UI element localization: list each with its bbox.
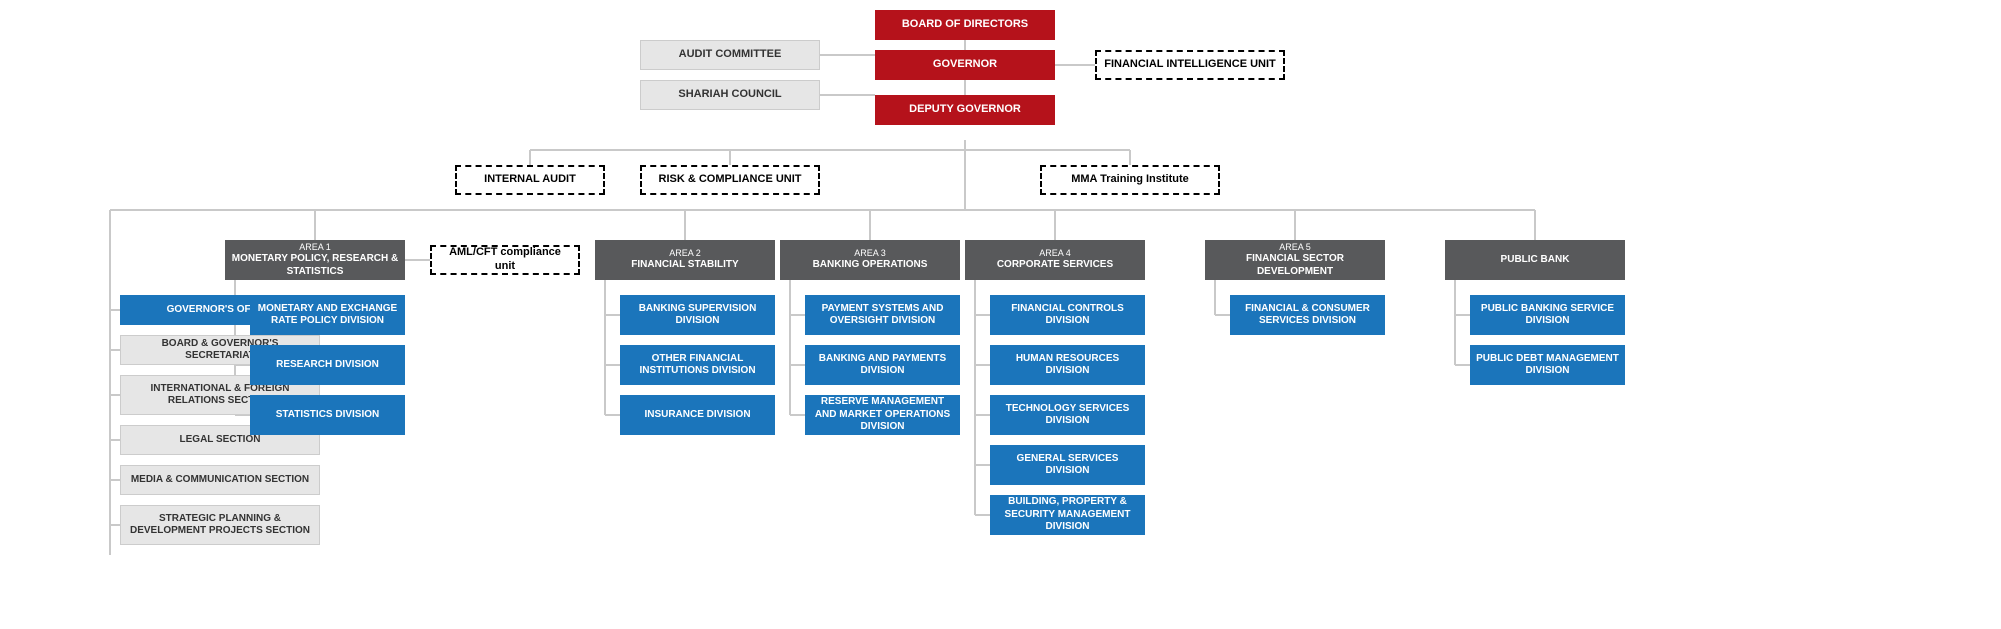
financial-intelligence-unit: FINANCIAL INTELLIGENCE UNIT xyxy=(1095,50,1285,80)
division-box: STATISTICS DIVISION xyxy=(250,395,405,435)
board-of-directors: BOARD OF DIRECTORS xyxy=(875,10,1055,40)
division-box: MONETARY AND EXCHANGE RATE POLICY DIVISI… xyxy=(250,295,405,335)
area-code: AREA 4 xyxy=(1039,248,1071,259)
area-header: AREA 2FINANCIAL STABILITY xyxy=(595,240,775,280)
division-box: RESEARCH DIVISION xyxy=(250,345,405,385)
area-name: PUBLIC BANK xyxy=(1501,254,1570,267)
audit-committee: AUDIT COMMITTEE xyxy=(640,40,820,70)
governor: GOVERNOR xyxy=(875,50,1055,80)
area-header: AREA 4CORPORATE SERVICES xyxy=(965,240,1145,280)
area-header: AREA 1MONETARY POLICY, RESEARCH & STATIS… xyxy=(225,240,405,280)
division-box: GENERAL SERVICES DIVISION xyxy=(990,445,1145,485)
internal-audit: INTERNAL AUDIT xyxy=(455,165,605,195)
division-box: OTHER FINANCIAL INSTITUTIONS DIVISION xyxy=(620,345,775,385)
area-name: FINANCIAL STABILITY xyxy=(631,259,738,272)
deputy-governor: DEPUTY GOVERNOR xyxy=(875,95,1055,125)
area-code: AREA 3 xyxy=(854,248,886,259)
area-name: MONETARY POLICY, RESEARCH & STATISTICS xyxy=(231,253,399,278)
division-box: BANKING SUPERVISION DIVISION xyxy=(620,295,775,335)
area-code: AREA 1 xyxy=(299,242,331,253)
division-box: PAYMENT SYSTEMS AND OVERSIGHT DIVISION xyxy=(805,295,960,335)
area-name: BANKING OPERATIONS xyxy=(813,259,928,272)
division-box: HUMAN RESOURCES DIVISION xyxy=(990,345,1145,385)
division-box: PUBLIC BANKING SERVICE DIVISION xyxy=(1470,295,1625,335)
division-box: BUILDING, PROPERTY & SECURITY MANAGEMENT… xyxy=(990,495,1145,535)
gov-side-item: STRATEGIC PLANNING & DEVELOPMENT PROJECT… xyxy=(120,505,320,545)
area-header: PUBLIC BANK xyxy=(1445,240,1625,280)
mma-training-institute: MMA Training Institute xyxy=(1040,165,1220,195)
division-box: TECHNOLOGY SERVICES DIVISION xyxy=(990,395,1145,435)
aml-cft-compliance-unit: AML/CFT compliance unit xyxy=(430,245,580,275)
area-header: AREA 5FINANCIAL SECTOR DEVELOPMENT xyxy=(1205,240,1385,280)
gov-side-item: MEDIA & COMMUNICATION SECTION xyxy=(120,465,320,495)
shariah-council: SHARIAH COUNCIL xyxy=(640,80,820,110)
area-code: AREA 2 xyxy=(669,248,701,259)
area-name: CORPORATE SERVICES xyxy=(997,259,1113,272)
area-code: AREA 5 xyxy=(1279,242,1311,253)
area-name: FINANCIAL SECTOR DEVELOPMENT xyxy=(1211,253,1379,278)
risk-compliance-unit: RISK & COMPLIANCE UNIT xyxy=(640,165,820,195)
division-box: PUBLIC DEBT MANAGEMENT DIVISION xyxy=(1470,345,1625,385)
area-header: AREA 3BANKING OPERATIONS xyxy=(780,240,960,280)
division-box: FINANCIAL & CONSUMER SERVICES DIVISION xyxy=(1230,295,1385,335)
division-box: RESERVE MANAGEMENT AND MARKET OPERATIONS… xyxy=(805,395,960,435)
division-box: INSURANCE DIVISION xyxy=(620,395,775,435)
division-box: FINANCIAL CONTROLS DIVISION xyxy=(990,295,1145,335)
division-box: BANKING AND PAYMENTS DIVISION xyxy=(805,345,960,385)
